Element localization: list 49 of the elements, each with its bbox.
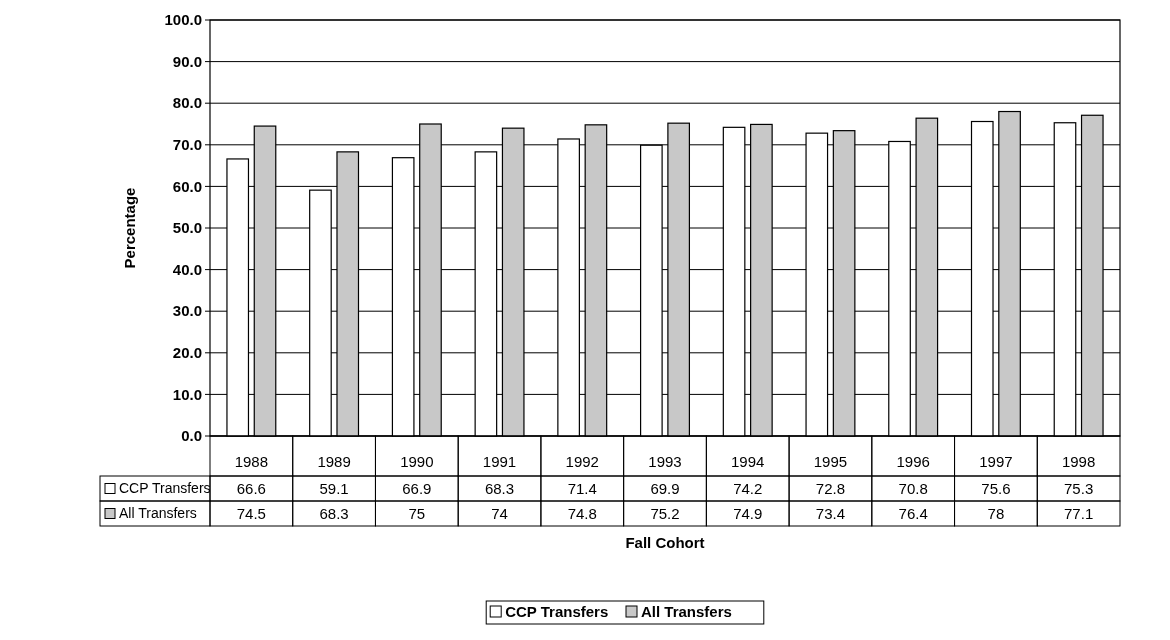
y-tick-label: 60.0 <box>172 177 202 195</box>
data-label: 66.6 <box>236 479 266 497</box>
text: All Transfers <box>641 603 732 621</box>
data-label: 73.4 <box>815 504 846 522</box>
y-tick-label: 90.0 <box>172 52 202 70</box>
x-tick-label: 1994 <box>731 452 765 470</box>
text: CCP Transfers <box>505 603 609 621</box>
data-label: 74.2 <box>733 479 763 497</box>
data-label: 72.8 <box>815 479 846 497</box>
x-tick-label: 1988 <box>234 452 269 470</box>
data-label: 74.5 <box>236 504 266 522</box>
x-tick-label: 1991 <box>482 452 517 470</box>
y-tick-label: 100.0 <box>164 11 202 29</box>
y-tick-label: 20.0 <box>172 344 202 362</box>
data-label: 68.3 <box>319 504 349 522</box>
x-tick-label: 1997 <box>979 452 1013 470</box>
data-label: 75.2 <box>650 504 680 522</box>
data-label: 78 <box>987 504 1005 522</box>
x-tick-label: 1995 <box>813 452 848 470</box>
y-tick-label: 30.0 <box>172 302 202 320</box>
legend-label: All Transfers <box>119 505 197 522</box>
x-tick-label: 1992 <box>565 452 599 470</box>
data-label: 75 <box>408 504 426 522</box>
data-label: 69.9 <box>650 479 680 497</box>
x-tick-label: 1993 <box>648 452 682 470</box>
x-axis-title: Fall Cohort <box>625 534 705 551</box>
y-tick-label: 70.0 <box>172 136 202 154</box>
data-label: 71.4 <box>567 479 597 497</box>
y-tick-label: 50.0 <box>172 219 202 237</box>
data-label: 76.4 <box>898 504 928 522</box>
x-tick-label: 1996 <box>896 452 930 470</box>
data-label: 70.8 <box>898 479 928 497</box>
data-label: 75.6 <box>981 479 1011 497</box>
data-label: 77.1 <box>1064 504 1094 522</box>
y-axis-title: Percentage <box>121 187 138 269</box>
y-tick-label: 40.0 <box>172 260 202 278</box>
data-label: 59.1 <box>319 479 349 497</box>
y-tick-label: 0.0 <box>181 427 202 445</box>
x-tick-label: 1990 <box>400 452 434 470</box>
x-tick-label: 1998 <box>1061 452 1096 470</box>
data-label: 75.3 <box>1064 479 1094 497</box>
data-label: 74.9 <box>733 504 763 522</box>
data-label: 74 <box>491 504 508 522</box>
y-tick-label: 80.0 <box>172 94 202 112</box>
data-label: 74.8 <box>567 504 597 522</box>
data-label: 68.3 <box>484 479 515 497</box>
x-tick-label: 1989 <box>317 452 351 470</box>
data-label: 66.9 <box>402 479 432 497</box>
y-tick-label: 10.0 <box>172 385 202 403</box>
